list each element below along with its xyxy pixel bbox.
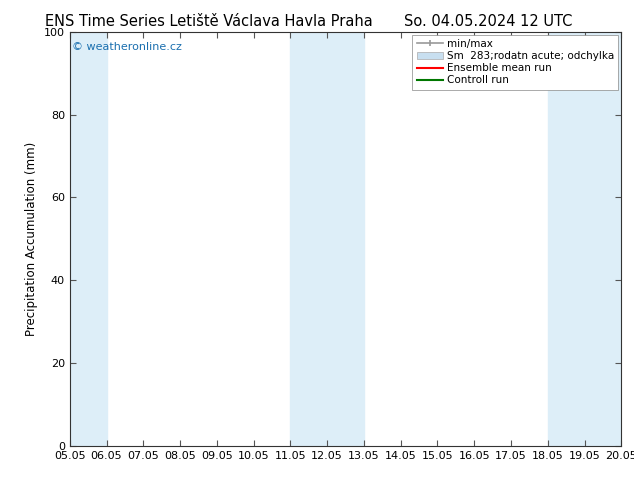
Bar — [290, 32, 364, 446]
Y-axis label: Precipitation Accumulation (mm): Precipitation Accumulation (mm) — [25, 142, 38, 336]
Bar — [70, 32, 107, 446]
Bar — [548, 32, 621, 446]
Text: © weatheronline.cz: © weatheronline.cz — [72, 42, 183, 52]
Text: So. 04.05.2024 12 UTC: So. 04.05.2024 12 UTC — [404, 14, 573, 29]
Legend: min/max, Sm  283;rodatn acute; odchylka, Ensemble mean run, Controll run: min/max, Sm 283;rodatn acute; odchylka, … — [412, 35, 618, 90]
Text: ENS Time Series Letiště Václava Havla Praha: ENS Time Series Letiště Václava Havla Pr… — [46, 14, 373, 29]
